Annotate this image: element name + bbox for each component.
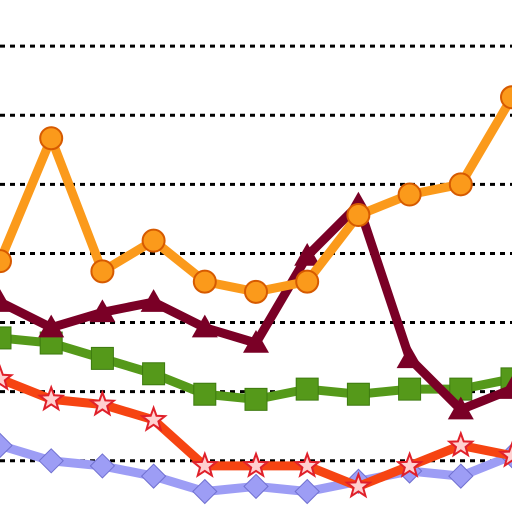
data-point: [497, 440, 512, 468]
data-point: [244, 387, 268, 411]
data-point: [448, 463, 474, 489]
data-point: [90, 259, 115, 284]
data-point: [142, 362, 166, 386]
data-point: [89, 299, 116, 323]
data-point: [90, 346, 114, 370]
data-point: [344, 471, 373, 499]
data-point: [0, 432, 13, 459]
data-point: [141, 228, 166, 253]
series-group: [0, 85, 512, 505]
data-point: [395, 450, 424, 478]
data-point: [140, 289, 167, 312]
data-point: [243, 330, 269, 353]
data-point: [295, 377, 319, 401]
data-point: [398, 377, 422, 401]
data-point: [447, 396, 474, 420]
data-point: [294, 478, 320, 505]
data-point: [346, 382, 370, 406]
data-point: [0, 249, 12, 274]
data-point: [38, 314, 65, 338]
data-point: [293, 450, 322, 478]
data-point: [346, 203, 371, 228]
data-point: [193, 382, 217, 406]
data-point: [448, 172, 473, 197]
data-point: [39, 126, 64, 151]
data-point: [500, 367, 512, 391]
data-point: [192, 269, 217, 294]
series-line: [0, 196, 512, 415]
data-point: [241, 450, 271, 478]
data-point: [243, 473, 269, 500]
data-point: [140, 463, 167, 489]
data-point: [0, 326, 12, 350]
data-point: [396, 345, 423, 369]
data-point: [499, 376, 512, 399]
series-star: [0, 363, 512, 499]
data-point: [88, 389, 117, 417]
data-point: [89, 453, 116, 479]
data-point: [0, 289, 13, 312]
series-triangle: [0, 191, 512, 420]
data-point: [397, 182, 422, 207]
data-point: [0, 363, 15, 391]
data-point: [191, 314, 218, 338]
data-point: [244, 279, 268, 304]
series-line: [0, 94, 512, 297]
data-point: [295, 269, 320, 294]
series-circle: [0, 85, 512, 304]
data-point: [500, 85, 512, 110]
data-point: [294, 243, 321, 266]
data-point: [37, 384, 66, 412]
data-point: [190, 450, 219, 478]
series-square: [0, 326, 512, 411]
data-point: [38, 448, 64, 474]
data-point: [446, 430, 475, 458]
data-point: [139, 404, 168, 432]
data-point: [192, 478, 218, 505]
